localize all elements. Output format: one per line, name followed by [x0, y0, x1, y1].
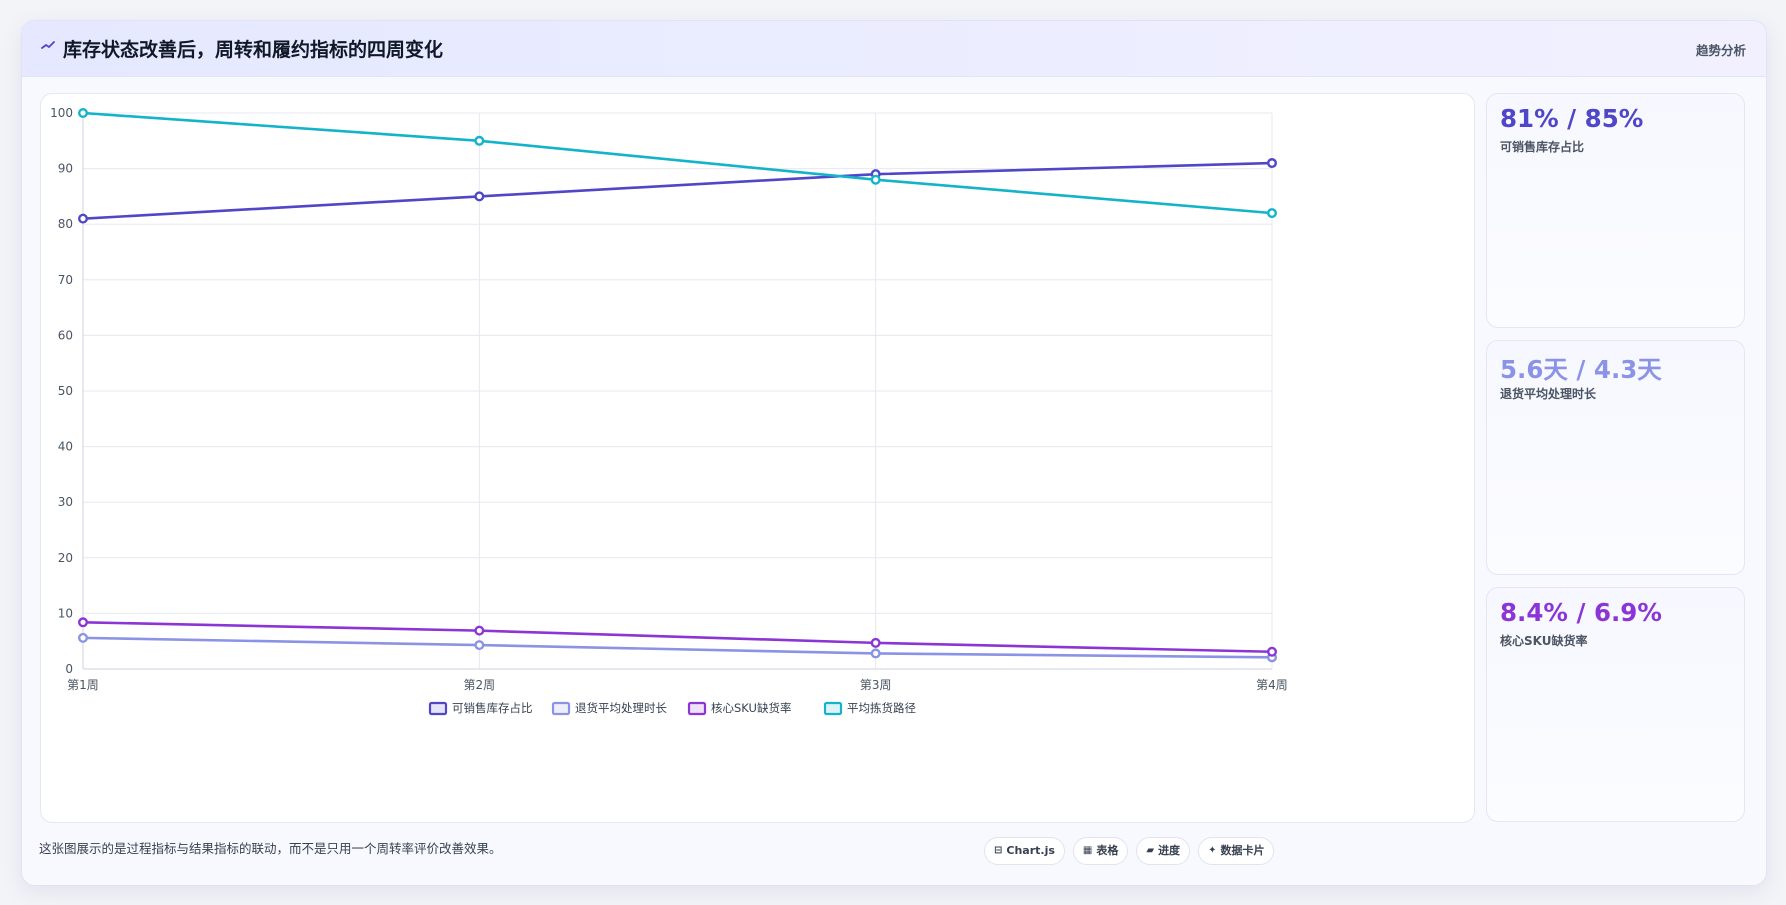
- x-tick-label: 第4周: [1256, 678, 1288, 692]
- data-point: [474, 625, 485, 636]
- data-point: [1266, 646, 1277, 657]
- chart-card: 库存状态改善后，周转和履约指标的四周变化 趋势分析 0 10 20 30 40 50 60 7…: [21, 20, 1767, 886]
- chip-progress[interactable]: ▰ 进度: [1136, 837, 1191, 865]
- data-point: [870, 648, 881, 659]
- data-point: [474, 135, 485, 146]
- legend-swatch: [823, 701, 843, 716]
- chart-footnote: 这张图展示的是过程指标与结果指标的联动，而不是只用一个周转率评价改善效果。: [39, 841, 502, 856]
- metric-label: 可销售库存占比: [1500, 140, 1585, 154]
- progress-icon: ▰: [1146, 845, 1155, 856]
- legend-swatch: [687, 701, 707, 716]
- y-tick-label: 10: [58, 606, 73, 620]
- legend-label: 核心SKU缺货率: [711, 701, 791, 715]
- chip-label: 表格: [1096, 844, 1119, 857]
- data-point: [870, 637, 881, 648]
- data-point: [1266, 158, 1277, 169]
- metric-card-stockout-rate: 8.4% / 6.9% 核心SKU缺货率: [1486, 587, 1745, 822]
- trend-analysis-tag: 趋势分析: [1695, 43, 1746, 58]
- page-title: 库存状态改善后，周转和履约指标的四周变化: [63, 39, 444, 61]
- view-chips: ⊟ Chart.js ▦ 表格 ▰ 进度 ✦ 数据卡片: [984, 837, 1275, 865]
- trend-line-icon: [41, 41, 55, 49]
- y-tick-label: 0: [65, 662, 73, 676]
- chip-data-card[interactable]: ✦ 数据卡片: [1198, 837, 1275, 865]
- y-tick-label: 100: [50, 106, 73, 120]
- legend-label: 退货平均处理时长: [575, 701, 667, 715]
- data-point: [78, 213, 89, 224]
- data-point: [870, 174, 881, 185]
- card-icon: ✦: [1208, 845, 1217, 856]
- chip-label: 数据卡片: [1220, 844, 1265, 857]
- metric-label: 退货平均处理时长: [1500, 387, 1597, 401]
- metric-value: 5.6天 / 4.3天: [1500, 355, 1662, 384]
- chip-label: 进度: [1158, 844, 1181, 857]
- y-tick-label: 30: [58, 495, 73, 509]
- y-tick-label: 70: [58, 273, 73, 287]
- data-point: [78, 632, 89, 643]
- data-point: [474, 640, 485, 651]
- legend-label: 可销售库存占比: [452, 701, 533, 715]
- data-point: [78, 107, 89, 118]
- series-line: [81, 111, 1274, 215]
- y-tick-label: 80: [58, 217, 73, 231]
- x-tick-label: 第2周: [464, 678, 496, 692]
- y-tick-label: 60: [58, 328, 73, 342]
- legend-swatch: [551, 701, 571, 716]
- y-tick-label: 50: [58, 384, 73, 398]
- y-tick-label: 90: [58, 162, 73, 176]
- metric-value: 81% / 85%: [1500, 104, 1644, 133]
- x-tick-label: 第3周: [860, 678, 892, 692]
- metric-value: 8.4% / 6.9%: [1500, 598, 1662, 627]
- y-tick-label: 40: [58, 440, 73, 454]
- legend-label: 平均拣货路径: [847, 701, 916, 715]
- y-tick-label: 20: [58, 551, 73, 565]
- metric-label: 核心SKU缺货率: [1500, 634, 1588, 648]
- metric-card-return-time: 5.6天 / 4.3天 退货平均处理时长: [1486, 340, 1745, 575]
- metric-card-sellable-stock: 81% / 85% 可销售库存占比: [1486, 93, 1745, 328]
- legend-swatch: [428, 701, 448, 716]
- x-tick-label: 第1周: [67, 678, 99, 692]
- chip-label: Chart.js: [1006, 844, 1055, 857]
- series-line: [81, 620, 1274, 654]
- chart-panel: 0 10 20 30 40 50 60 70 80 90 100 第1周 第2周 第3周 第4周可销售库存占…: [40, 93, 1475, 823]
- chip-chartjs[interactable]: ⊟ Chart.js: [984, 837, 1065, 865]
- chip-table[interactable]: ▦ 表格: [1072, 837, 1129, 865]
- card-header: 库存状态改善后，周转和履约指标的四周变化 趋势分析: [22, 21, 1766, 77]
- line-chart: 0 10 20 30 40 50 60 70 80 90 100 第1周 第2周 第3周 第4周可销售库存占…: [50, 106, 1288, 716]
- table-icon: ▦: [1082, 845, 1093, 856]
- data-point: [474, 191, 485, 202]
- series-line: [81, 636, 1274, 659]
- data-point: [78, 617, 89, 628]
- series-line: [81, 161, 1274, 220]
- data-point: [1266, 208, 1277, 219]
- chart-icon: ⊟: [994, 845, 1003, 856]
